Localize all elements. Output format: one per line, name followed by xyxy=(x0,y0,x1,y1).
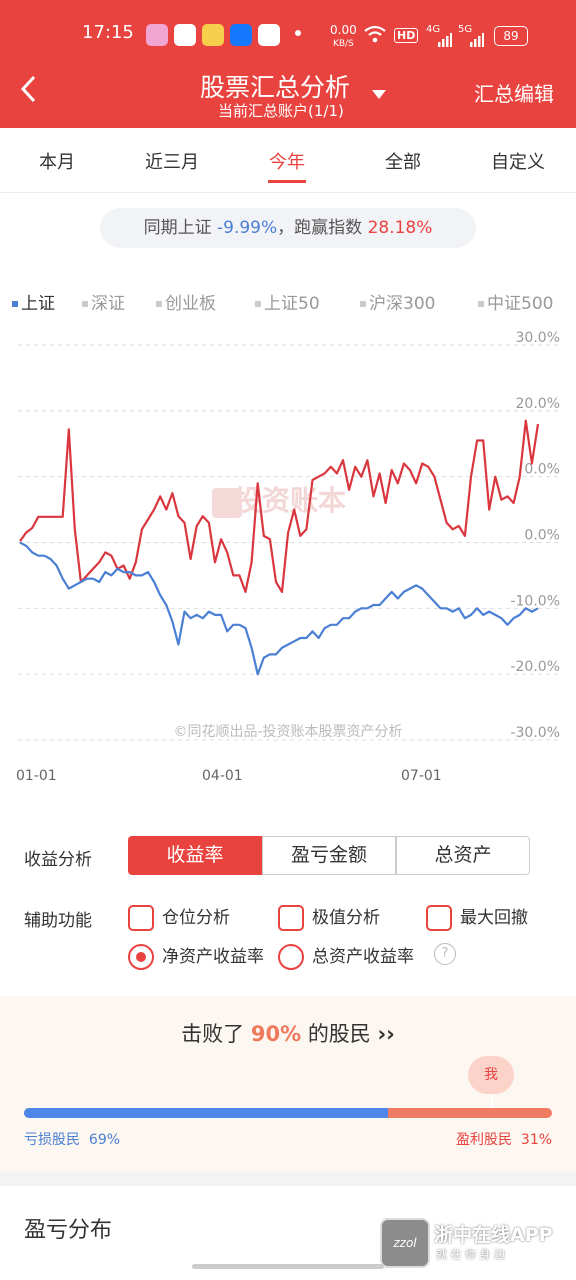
y-tick-label: 30.0% xyxy=(516,330,560,346)
wifi-icon xyxy=(364,24,386,49)
signal-5g: 5G xyxy=(458,24,473,35)
chevron-right-icon: ›› xyxy=(377,1022,395,1046)
profit-label: 盈利股民 31% xyxy=(456,1132,553,1148)
app-icon-2 xyxy=(174,24,196,46)
watermark-logo-icon xyxy=(212,488,242,518)
legend-shanghai[interactable]: 上证 xyxy=(12,289,55,314)
radio-icon xyxy=(278,944,304,970)
account-subtitle: 当前汇总账户(1/1) xyxy=(218,102,344,120)
legend-marker xyxy=(360,301,366,307)
checkbox-icon xyxy=(128,905,154,931)
x-tick-label: 07-01 xyxy=(401,768,442,784)
loss-label: 亏损股民 69% xyxy=(24,1132,121,1148)
back-icon[interactable] xyxy=(18,74,40,108)
return-analysis-label: 收益分析 xyxy=(24,850,92,870)
status-time: 17:15 xyxy=(82,22,134,43)
extreme-analysis-checkbox[interactable]: 极值分析 xyxy=(278,903,380,931)
app-icon-5 xyxy=(258,24,280,46)
active-tab-indicator xyxy=(268,180,306,183)
signal-4g: 4G xyxy=(426,24,441,35)
tab-all[interactable]: 全部 xyxy=(385,152,421,173)
chart-watermark: 投资账本 xyxy=(234,484,346,517)
compare-prefix: 同期上证 xyxy=(143,218,212,238)
legend-csi300[interactable]: 沪深300 xyxy=(360,289,435,314)
y-axis-labels: 30.0% 20.0% 0.0% 0.0% -10.0% -20.0% -30.0% xyxy=(510,330,560,741)
hd-badge: HD xyxy=(394,28,419,43)
distribution-title: 盈亏分布 xyxy=(24,1218,113,1243)
site-logo-name: 浙中在线APP xyxy=(434,1224,553,1246)
radio-selected-icon xyxy=(128,944,154,970)
section-divider xyxy=(0,1172,576,1186)
signal-bars-2 xyxy=(470,32,484,51)
net-speed: 0.00 KB/S xyxy=(330,23,357,49)
me-marker-pointer xyxy=(491,1094,493,1108)
legend-chinext[interactable]: 创业板 xyxy=(156,289,216,314)
legend-marker xyxy=(156,301,162,307)
site-logo-badge: zzol xyxy=(380,1218,430,1268)
total-asset-return-radio[interactable]: 总资产收益率 xyxy=(278,942,414,970)
chart-series xyxy=(19,419,540,676)
y-tick-label: 0.0% xyxy=(524,462,560,478)
chart-grid xyxy=(18,344,560,741)
compare-summary: 同期上证 -9.99%，跑赢指数 28.18% xyxy=(100,208,476,248)
return-chart[interactable]: 投资账本 30.0% 20.0% 0.0% 0.0% -10.0% -20.0% -30.0… xyxy=(0,330,576,790)
legend-shenzhen[interactable]: 深证 xyxy=(82,289,125,314)
help-icon[interactable]: ? xyxy=(434,943,456,965)
legend-csi500[interactable]: 中证500 xyxy=(478,289,553,314)
summary-edit-button[interactable]: 汇总编辑 xyxy=(474,82,554,106)
app-icon-1 xyxy=(146,24,168,46)
x-tick-label: 04-01 xyxy=(202,768,243,784)
legend-marker xyxy=(82,301,88,307)
page-title[interactable]: 股票汇总分析 xyxy=(200,73,351,102)
y-tick-label: -10.0% xyxy=(510,593,560,609)
max-drawdown-checkbox[interactable]: 最大回撤 xyxy=(426,903,528,931)
x-axis-labels: 01-01 04-01 07-01 xyxy=(16,768,442,784)
y-tick-label: 20.0% xyxy=(516,396,560,412)
checkbox-icon xyxy=(426,905,452,931)
home-indicator[interactable] xyxy=(192,1264,384,1269)
battery-icon: 89 xyxy=(494,26,528,46)
signal-bars-1 xyxy=(438,32,452,51)
app-icon-3 xyxy=(202,24,224,46)
seg-profit-amount[interactable]: 盈亏金额 xyxy=(262,836,396,875)
seg-return-rate[interactable]: 收益率 xyxy=(128,836,262,875)
legend-marker xyxy=(12,301,18,307)
loss-fill xyxy=(24,1108,389,1118)
tab-this-month[interactable]: 本月 xyxy=(39,152,75,173)
me-marker: 我 xyxy=(468,1056,514,1094)
x-tick-label: 01-01 xyxy=(16,768,57,784)
tab-three-months[interactable]: 近三月 xyxy=(145,152,199,173)
y-tick-label: -30.0% xyxy=(510,725,560,741)
net-asset-return-radio[interactable]: 净资产收益率 xyxy=(128,942,264,970)
tab-this-year[interactable]: 今年 xyxy=(269,152,305,173)
beat-index-value: 28.18% xyxy=(367,218,433,238)
period-tabs: 本月 近三月 今年 全部 自定义 xyxy=(0,128,576,193)
tab-custom[interactable]: 自定义 xyxy=(491,152,545,173)
y-tick-label: -20.0% xyxy=(510,659,560,675)
legend-marker xyxy=(478,301,484,307)
compare-middle: ，跑赢指数 xyxy=(277,218,363,238)
legend-sse50[interactable]: 上证50 xyxy=(255,289,320,314)
dot-icon xyxy=(295,30,301,36)
checkbox-icon xyxy=(278,905,304,931)
beat-percent: 90% xyxy=(250,1022,302,1046)
sh-change-value: -9.99% xyxy=(217,218,278,238)
y-tick-label: 0.0% xyxy=(524,528,560,544)
beat-section: 击败了 90% 的股民 ›› 我 亏损股民 69% 盈利股民 31% xyxy=(0,996,576,1172)
chart-credit: ©同花顺出品-投资账本股票资产分析 xyxy=(173,724,402,740)
portfolio-return-line xyxy=(19,419,540,593)
aux-label: 辅助功能 xyxy=(24,911,92,931)
beat-summary[interactable]: 击败了 90% 的股民 ›› xyxy=(181,1022,395,1046)
app-header: 17:15 0.00 KB/S HD 4G 5G 89 股票汇总分析 当前汇总账户… xyxy=(0,0,576,128)
seg-total-assets[interactable]: 总资产 xyxy=(396,836,530,875)
position-analysis-checkbox[interactable]: 仓位分析 xyxy=(128,903,230,931)
site-logo-slogan: 就 在 你 身 边 xyxy=(436,1248,505,1261)
shanghai-index-line xyxy=(19,541,539,676)
title-dropdown-icon[interactable] xyxy=(372,85,386,104)
alipay-icon xyxy=(230,24,252,46)
legend-marker xyxy=(255,301,261,307)
beat-progress-bar xyxy=(24,1108,552,1118)
